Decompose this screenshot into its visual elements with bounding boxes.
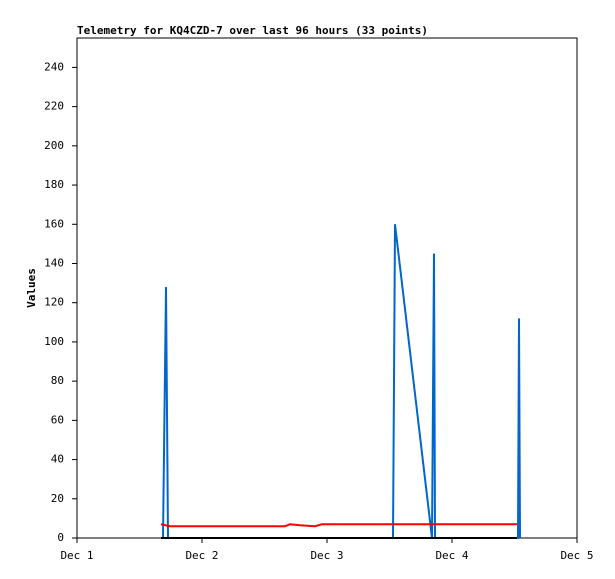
y-tick-label: 100 [44, 335, 64, 348]
y-tick-label: 160 [44, 217, 64, 230]
x-tick-label: Dec 3 [310, 549, 343, 562]
series-line [160, 523, 517, 528]
y-tick-label: 0 [57, 531, 64, 544]
x-tick-label: Dec 2 [185, 549, 218, 562]
y-tick-label: 20 [51, 492, 64, 505]
y-tick-label: 240 [44, 60, 64, 73]
y-tick-label: 80 [51, 374, 64, 387]
chart-title: Telemetry for KQ4CZD-7 over last 96 hour… [77, 24, 428, 37]
x-tick-label: Dec 1 [60, 549, 93, 562]
y-tick-label: 200 [44, 139, 64, 152]
x-tick-label: Dec 5 [560, 549, 593, 562]
plot-frame [76, 37, 578, 539]
y-tick-label: 120 [44, 296, 64, 309]
x-tick-label: Dec 4 [435, 549, 468, 562]
y-tick-label: 140 [44, 256, 64, 269]
y-tick-label: 40 [51, 453, 64, 466]
y-tick-label: 60 [51, 413, 64, 426]
y-axis-label: Values [25, 268, 38, 308]
y-tick-label: 220 [44, 100, 64, 113]
y-tick-label: 180 [44, 178, 64, 191]
series-line [162, 224, 521, 539]
